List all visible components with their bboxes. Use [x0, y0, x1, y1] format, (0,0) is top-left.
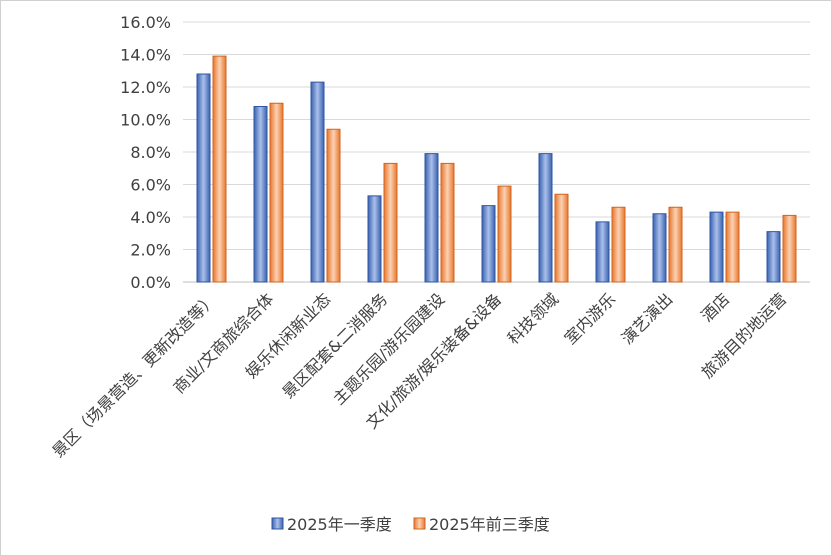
bar-q1-7: [595, 221, 610, 283]
bar-q1-0: [196, 73, 211, 283]
category-label: 主题乐园/游乐园建设: [329, 289, 448, 408]
legend-swatch: [271, 517, 284, 530]
bar-q1-5: [481, 205, 496, 283]
category-label: 演艺演出: [618, 289, 677, 348]
bar-q1-q3-7: [611, 206, 626, 283]
bar-q1-q3-2: [326, 128, 341, 283]
y-tick-label: 0.0%: [130, 273, 171, 292]
y-tick-label: 4.0%: [130, 208, 171, 227]
y-axis: 0.0% 2.0% 4.0% 6.0% 8.0% 10.0% 12.0% 14.0% 16.0%: [120, 13, 171, 292]
bar-q1-1: [253, 106, 268, 283]
legend-label: 2025年前三季度: [429, 515, 550, 534]
bar-q1-4: [424, 153, 439, 283]
bar-q1-10: [766, 231, 781, 283]
x-axis: 景区（场景营造、更新改造等）商业/文商旅综合体娱乐休闲新业态景区配套&二消服务主…: [48, 289, 790, 461]
bar-q1-q3-5: [497, 185, 512, 283]
bar-q1-9: [709, 211, 724, 283]
legend-swatch: [413, 517, 426, 530]
bar-q1-q3-6: [554, 193, 569, 283]
bar-q1-q3-8: [668, 206, 683, 283]
y-tick-label: 12.0%: [120, 78, 171, 97]
y-tick-label: 16.0%: [120, 13, 171, 32]
bars: [196, 55, 797, 283]
y-tick-label: 2.0%: [130, 241, 171, 260]
category-label: 室内游乐: [561, 289, 620, 348]
category-label: 酒店: [697, 289, 733, 325]
bar-q1-q3-3: [383, 162, 398, 283]
bar-q1-q3-9: [725, 211, 740, 283]
bar-q1-q3-1: [269, 102, 284, 283]
bar-q1-q3-4: [440, 162, 455, 283]
y-tick-label: 14.0%: [120, 46, 171, 65]
y-tick-label: 10.0%: [120, 111, 171, 130]
category-label: 商业/文商旅综合体: [170, 289, 278, 397]
bar-q1-3: [367, 195, 382, 283]
bar-q1-2: [310, 81, 325, 283]
y-tick-label: 6.0%: [130, 176, 171, 195]
category-label: 科技领域: [504, 289, 563, 348]
legend-label: 2025年一季度: [287, 515, 392, 534]
bar-q1-q3-0: [212, 55, 227, 283]
category-label: 景区配套&二消服务: [279, 289, 392, 402]
bar-q1-8: [652, 213, 667, 283]
bar-q1-q3-10: [782, 214, 797, 283]
bar-q1-6: [538, 153, 553, 283]
y-tick-label: 8.0%: [130, 143, 171, 162]
legend: 2025年一季度 2025年前三季度: [271, 515, 550, 534]
gridlines: [183, 21, 810, 283]
